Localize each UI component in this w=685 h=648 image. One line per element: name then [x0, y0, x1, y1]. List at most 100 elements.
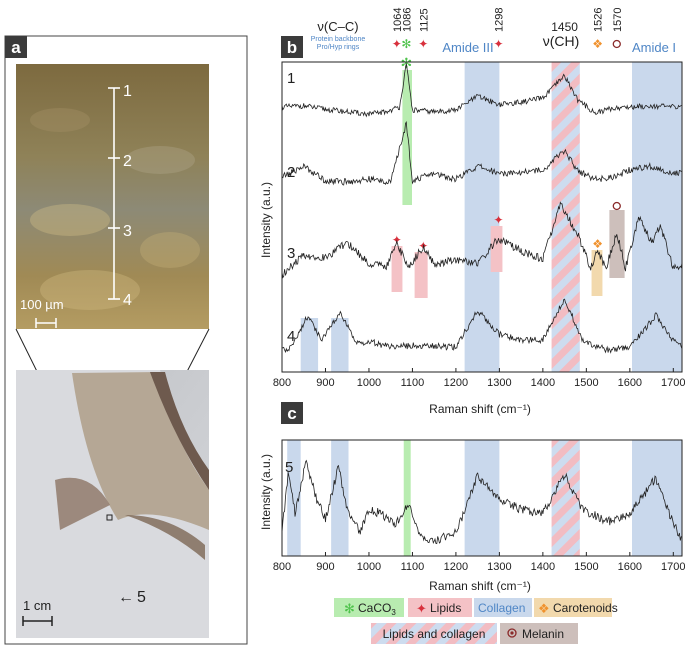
- b-plot-frame: [281, 61, 683, 373]
- c-xtick-label-1600: 1600: [618, 561, 642, 573]
- b-xtick-label-1000: 1000: [357, 377, 381, 389]
- panel-a: a 1 2 3 4 100 µm: [4, 35, 248, 645]
- series-line-4: [281, 298, 683, 354]
- legend-caco3: CaCO3: [358, 601, 396, 617]
- c-plot-frame: [281, 439, 683, 557]
- b-bands: [300, 62, 682, 372]
- peak-label-1125: 1125: [418, 8, 430, 32]
- peak-marker-1526: ❖: [592, 37, 603, 51]
- c-collagen-band-3: [632, 440, 682, 556]
- series-line-1: [281, 63, 682, 118]
- panel-a-label: a: [11, 38, 21, 57]
- amide1-label: Amide I: [632, 40, 676, 55]
- b-axes: 800 900 1000 1100 1200 1300 1400 1500 1600 1700: [273, 61, 685, 389]
- c-xtick-label-900: 900: [316, 561, 334, 573]
- legend-caco3-box: [334, 598, 404, 617]
- c-collagen-band-0: [287, 440, 301, 556]
- micrograph: [16, 64, 209, 329]
- c-xtick-label-1400: 1400: [531, 561, 555, 573]
- peak-marker-1125: ✦: [418, 37, 428, 51]
- legend-carotenoids-box: [534, 598, 612, 617]
- legend-lipids-collagen: Lipids and collagen: [383, 627, 486, 641]
- c-bands: [287, 440, 682, 556]
- c-xtick-label-1000: 1000: [357, 561, 381, 573]
- micro-point-1: 1: [123, 83, 132, 100]
- specimen-edge: [150, 372, 209, 490]
- arrow-5: ← 5: [118, 589, 146, 606]
- legend-caco3-icon: ✻: [344, 601, 355, 616]
- legend-melanin: Melanin: [522, 627, 564, 641]
- c-caco3-band: [403, 440, 411, 556]
- vcc-sub2: Pro/Hyp rings: [317, 44, 360, 51]
- c-ylabel: Intensity (a.u.): [259, 454, 273, 530]
- c-lipids-collagen-band: [551, 440, 580, 556]
- series-line-c-5: [281, 459, 683, 545]
- collagen-band-s4-1: [331, 318, 349, 372]
- c-collagen-band-1: [331, 440, 349, 556]
- panel-a-frame: [4, 35, 248, 645]
- micro-point-2: 2: [123, 153, 132, 170]
- c-xtick-label-1200: 1200: [444, 561, 468, 573]
- c-xtick-label-1300: 1300: [487, 561, 511, 573]
- b-xtick-label-1100: 1100: [401, 377, 425, 389]
- panel-b-badge: [281, 36, 303, 58]
- c-axes: 800 900 1000 1100 1200 1300 1400 1500 1600 1700: [273, 439, 685, 573]
- carotenoid-marker-1526: ❖: [592, 237, 603, 251]
- legend-carotenoids: Carotenoids: [553, 601, 618, 615]
- c-xtick-label-800: 800: [273, 561, 291, 573]
- lipid-box-1125: [414, 252, 428, 298]
- series-label-1: 1: [287, 70, 295, 87]
- peak-labels: 1064 ✦ 1086 ✻ 1125 ✦ 1298 ✦ 1450 1526 ❖ 1570: [392, 8, 624, 51]
- peak-marker-1298: ✦: [493, 37, 503, 51]
- series-label-4: 4: [287, 328, 295, 345]
- specimen-region: [72, 372, 209, 530]
- panel-c: c 5 800 900 1000 1100 1200 1300 1400 1500 1600 17…: [259, 402, 685, 593]
- legend-melanin-icon: [507, 628, 517, 638]
- b-xtick-label-800: 800: [273, 377, 291, 389]
- b-xtick-label-1500: 1500: [574, 377, 598, 389]
- vcc-symbol: ν(C–C): [317, 19, 358, 34]
- c-xlabel: Raman shift (cm⁻¹): [429, 579, 531, 593]
- peak-label-1570: 1570: [612, 8, 624, 32]
- lipid-box-1298: [490, 226, 503, 272]
- micro-scale-label: 100 µm: [20, 297, 64, 312]
- legend-lipids: Lipids: [430, 601, 461, 615]
- legend-carotenoids-icon: ❖: [538, 601, 550, 616]
- lipid-marker-1298: ✦: [493, 213, 503, 227]
- c-xtick-label-1500: 1500: [574, 561, 598, 573]
- peak-marker-1086: ✻: [401, 37, 411, 51]
- b-series: 1 2 3 4: [281, 63, 683, 354]
- legend-lipids-collagen-box: [371, 623, 497, 644]
- peak-label-1450: 1450: [551, 20, 578, 34]
- micro-point-3: 3: [123, 223, 132, 240]
- legend: ✻ CaCO3 ✦ Lipids Collagen ❖ Carotenoids …: [334, 598, 618, 644]
- b-xtick-label-1700: 1700: [661, 377, 685, 389]
- macro-scale-label: 1 cm: [23, 598, 51, 613]
- peak-label-1298: 1298: [494, 8, 506, 32]
- melanin-box-1570: [609, 210, 625, 278]
- panel-b-label: b: [287, 38, 297, 57]
- b-xtick-label-1200: 1200: [444, 377, 468, 389]
- peak-marker-1064: ✦: [392, 37, 402, 51]
- series-line-3: [281, 201, 683, 279]
- panel-b: b ν(C–C) Protein backbone Pro/Hyp rings …: [259, 8, 685, 416]
- b-xtick-label-1400: 1400: [531, 377, 555, 389]
- series-label-3: 3: [287, 245, 295, 262]
- legend-collagen-box: [474, 598, 532, 617]
- c-collagen-band-2: [464, 440, 500, 556]
- macro-scale-bar: [22, 616, 53, 626]
- b-xtick-label-1300: 1300: [487, 377, 511, 389]
- c-xtick-label-1100: 1100: [401, 561, 425, 573]
- peak-label-1086: 1086: [401, 8, 413, 32]
- b-ylabel: Intensity (a.u.): [259, 182, 273, 258]
- melanin-marker-1570: [612, 201, 621, 211]
- specimen-lower: [125, 515, 205, 560]
- micro-point-4: 4: [123, 292, 132, 309]
- peak-marker-1570: [612, 39, 621, 49]
- micrograph-texture: [30, 108, 200, 310]
- legend-lipids-icon: ✦: [416, 601, 427, 616]
- vcc-sub1: Protein backbone: [311, 36, 366, 43]
- measurement-ticks: [108, 87, 120, 300]
- series-label-2: 2: [287, 164, 295, 181]
